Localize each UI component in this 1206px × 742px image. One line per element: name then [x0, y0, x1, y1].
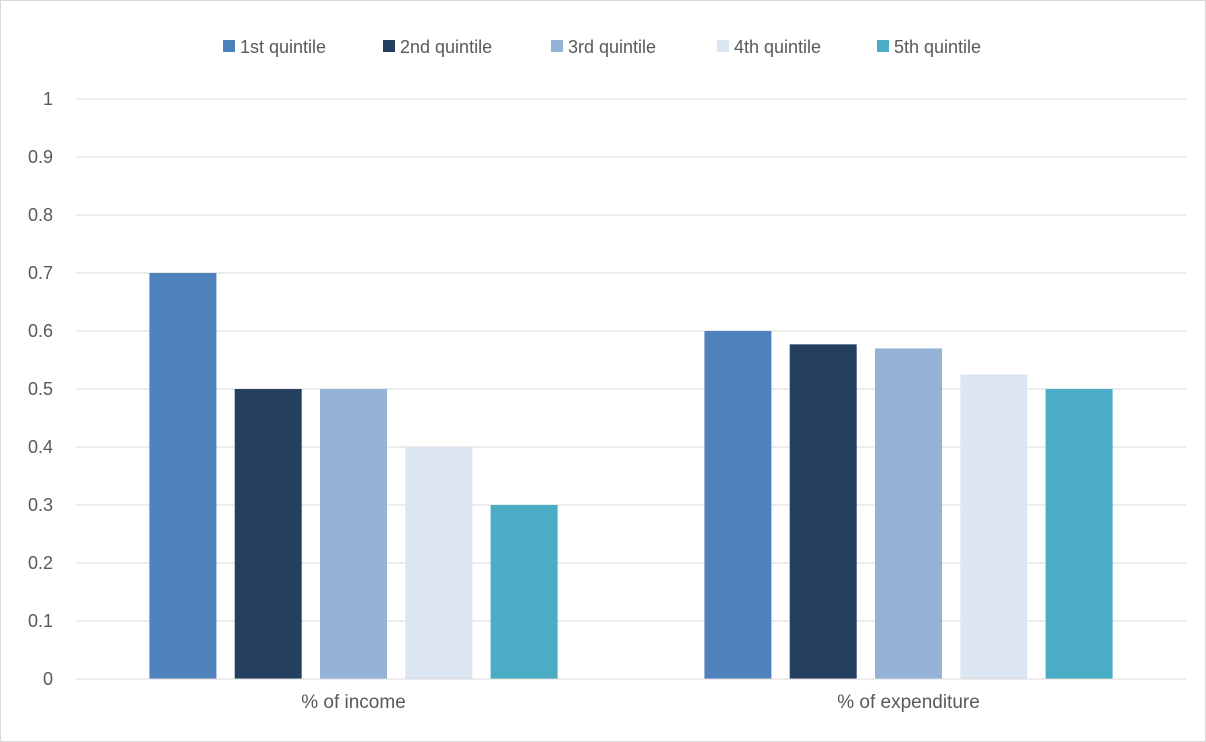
x-category-label: % of expenditure	[837, 692, 980, 713]
bar	[960, 374, 1028, 679]
legend-label: 3rd quintile	[568, 37, 656, 57]
y-tick-label: 0.7	[28, 263, 53, 283]
y-tick-label: 0.3	[28, 495, 53, 515]
legend-swatch	[223, 40, 235, 52]
bar	[149, 273, 217, 679]
legend-swatch	[551, 40, 563, 52]
bar	[320, 389, 387, 679]
legend-label: 1st quintile	[240, 37, 326, 57]
bar	[1045, 389, 1113, 679]
y-tick-label: 0.1	[28, 611, 53, 631]
bar	[704, 331, 772, 679]
y-tick-label: 0.5	[28, 379, 53, 399]
legend: 1st quintile 2nd quintile 3rd quintile 4th …	[223, 37, 981, 57]
bar	[234, 389, 302, 679]
y-tick-label: 0	[43, 669, 53, 689]
legend-swatch	[877, 40, 889, 52]
bar	[405, 447, 473, 679]
bar	[875, 348, 942, 679]
legend-label: 5th quintile	[894, 37, 981, 57]
y-tick-label: 0.6	[28, 321, 53, 341]
legend-swatch	[383, 40, 395, 52]
y-tick-label: 0.9	[28, 147, 53, 167]
legend-swatch	[717, 40, 729, 52]
bar	[789, 344, 857, 679]
legend-label: 4th quintile	[734, 37, 821, 57]
x-category-label: % of income	[301, 692, 406, 713]
y-tick-label: 0.4	[28, 437, 53, 457]
y-axis-tick-labels: 0 0.1 0.2 0.3 0.4 0.5 0.6 0.7 0.8 0.9 1	[28, 89, 53, 689]
bars	[149, 273, 1113, 679]
bar	[490, 505, 558, 679]
y-tick-label: 1	[43, 89, 53, 109]
legend-label: 2nd quintile	[400, 37, 492, 57]
y-tick-label: 0.2	[28, 553, 53, 573]
x-axis-category-labels: % of income % of expenditure	[301, 692, 980, 713]
y-tick-label: 0.8	[28, 205, 53, 225]
